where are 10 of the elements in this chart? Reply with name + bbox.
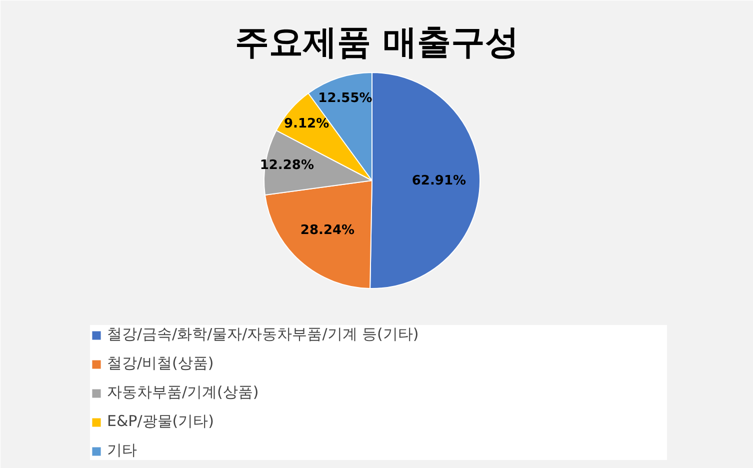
data-label: 9.12% (284, 116, 330, 132)
chart-title: 주요제품 매출구성 (235, 22, 519, 62)
legend-label: 자동차부품/기계(상품) (107, 383, 260, 402)
legend-label: 기타 (107, 441, 138, 460)
legend-label: 철강/금속/화학/물자/자동차부품/기계 등(기타) (107, 325, 420, 344)
data-label: 12.28% (260, 158, 314, 174)
legend-label: 철강/비철(상품) (107, 354, 215, 373)
legend-label: E&P/광물(기타) (107, 412, 215, 431)
data-label: 28.24% (300, 223, 355, 238)
data-label: 62.91% (412, 174, 466, 189)
